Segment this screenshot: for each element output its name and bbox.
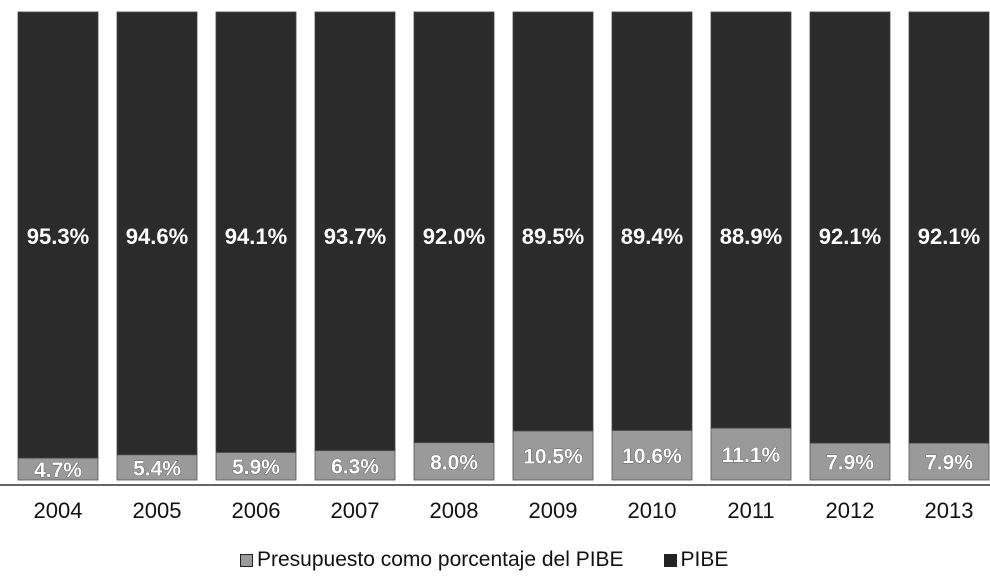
data-label-presupuesto-2008: 8.0% bbox=[430, 451, 478, 474]
legend-swatch-presupuesto bbox=[240, 553, 253, 567]
bar-pibe-2012 bbox=[809, 11, 891, 444]
bar-presupuesto-2013 bbox=[908, 442, 990, 481]
legend-label-pibe: PIBE bbox=[680, 548, 729, 571]
bar-pibe-2013 bbox=[908, 11, 990, 444]
data-label-pibe-2006: 94.1% bbox=[225, 224, 287, 249]
legend-label-presupuesto: Presupuesto como porcentaje del PIBE bbox=[257, 548, 624, 571]
legend-swatch-pibe bbox=[663, 553, 677, 567]
data-label-pibe-2011: 88.9% bbox=[720, 224, 782, 249]
x-tick-label-2007: 2007 bbox=[331, 498, 380, 523]
data-label-presupuesto-2006: 5.9% bbox=[232, 456, 280, 479]
data-label-presupuesto-2012: 7.9% bbox=[826, 452, 874, 475]
bar-pibe-2009 bbox=[512, 11, 594, 432]
data-label-pibe-2009: 89.5% bbox=[522, 224, 584, 249]
x-tick-label-2008: 2008 bbox=[430, 498, 479, 523]
data-label-pibe-2007: 93.7% bbox=[324, 224, 386, 249]
bars-group bbox=[17, 11, 990, 481]
x-tick-label-2005: 2005 bbox=[133, 498, 182, 523]
x-tick-label-2010: 2010 bbox=[628, 498, 677, 523]
bar-presupuesto-2007 bbox=[314, 450, 396, 481]
data-label-presupuesto-2004: 4.7% bbox=[34, 459, 82, 482]
bar-pibe-2006 bbox=[215, 11, 297, 453]
data-label-presupuesto-2005: 5.4% bbox=[133, 457, 181, 480]
data-label-presupuesto-2007: 6.3% bbox=[331, 455, 379, 478]
bar-presupuesto-2012 bbox=[809, 442, 891, 481]
legend: Presupuesto como porcentaje del PIBE PIB… bbox=[240, 548, 728, 572]
bar-presupuesto-2010 bbox=[611, 429, 693, 481]
bar-pibe-2008 bbox=[413, 11, 495, 443]
data-labels-group: 4.7% 95.3% 5.4% 94.6% 5.9% 94.1% 6.3% 93.7% 8.0%… bbox=[27, 224, 980, 482]
x-tick-label-2013: 2013 bbox=[925, 498, 974, 523]
bar-pibe-2007 bbox=[314, 11, 396, 451]
bar-presupuesto-2006 bbox=[215, 451, 297, 481]
data-label-pibe-2004: 95.3% bbox=[27, 224, 89, 249]
x-tick-label-2012: 2012 bbox=[826, 498, 875, 523]
data-label-pibe-2012: 92.1% bbox=[819, 224, 881, 249]
x-tick-labels-group: 2004 2005 2006 2007 2008 2009 2010 2011 2012 2013 bbox=[34, 498, 974, 523]
stacked-bar-chart: 4.7% 95.3% 5.4% 94.6% 5.9% 94.1% 6.3% 93.7% 8.0%… bbox=[0, 11, 990, 523]
bar-pibe-2004 bbox=[17, 11, 99, 459]
bar-pibe-2011 bbox=[710, 11, 792, 429]
data-label-presupuesto-2009: 10.5% bbox=[523, 445, 583, 468]
legend-item-pibe: PIBE bbox=[663, 548, 729, 572]
data-label-presupuesto-2010: 10.6% bbox=[622, 445, 682, 468]
legend-item-presupuesto: Presupuesto como porcentaje del PIBE bbox=[240, 548, 624, 572]
data-label-pibe-2013: 92.1% bbox=[918, 224, 980, 249]
bar-presupuesto-2005 bbox=[116, 454, 198, 481]
bar-presupuesto-2008 bbox=[413, 442, 495, 481]
data-label-pibe-2008: 92.0% bbox=[423, 224, 485, 249]
x-tick-label-2006: 2006 bbox=[232, 498, 281, 523]
data-label-presupuesto-2011: 11.1% bbox=[722, 444, 781, 467]
data-label-pibe-2005: 94.6% bbox=[126, 224, 188, 249]
x-tick-label-2009: 2009 bbox=[529, 498, 578, 523]
bar-pibe-2010 bbox=[611, 11, 693, 431]
x-tick-label-2004: 2004 bbox=[34, 498, 83, 523]
data-label-presupuesto-2013: 7.9% bbox=[925, 452, 973, 475]
x-tick-label-2011: 2011 bbox=[727, 498, 774, 523]
bar-pibe-2005 bbox=[116, 11, 198, 456]
data-label-pibe-2010: 89.4% bbox=[621, 224, 683, 249]
